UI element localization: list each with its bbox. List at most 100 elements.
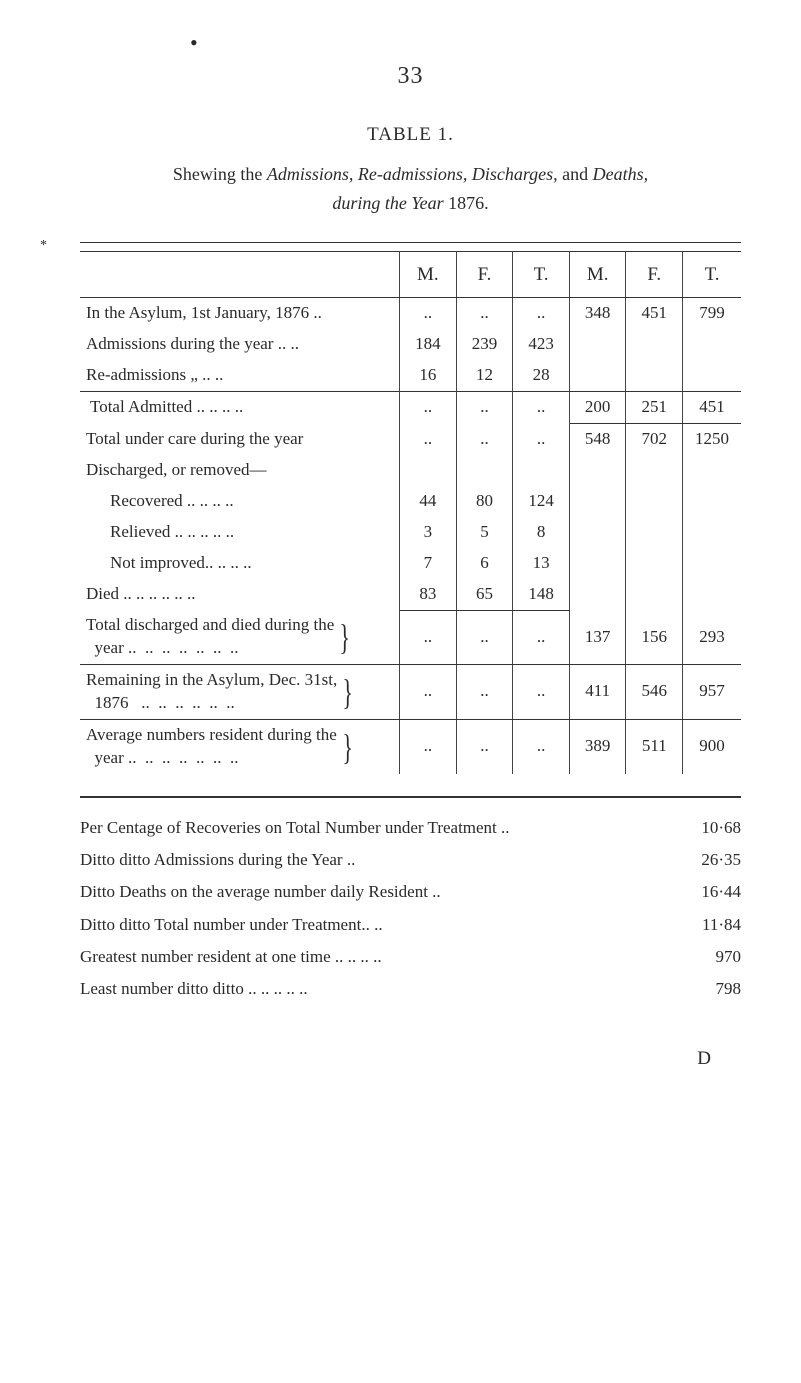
table-row: Average numbers resident during the year… [80, 719, 741, 773]
stray-dot: • [190, 28, 198, 58]
cell: 451 [683, 392, 741, 424]
row-label: Remaining in the Asylum, Dec. 31st, 1876… [80, 665, 400, 720]
title2-ital: Year [411, 193, 443, 213]
label-multiline: Average numbers resident during the year… [86, 724, 337, 770]
col-T2: T. [683, 251, 741, 298]
cell: .. [513, 392, 570, 424]
cell [683, 579, 741, 610]
cell: .. [456, 610, 513, 664]
cell: 13 [513, 548, 570, 579]
list-item: Ditto ditto Total number under Treatment… [80, 909, 741, 941]
row-label: Re-admissions „ .. .. [80, 360, 400, 391]
brace-icon: } [342, 738, 352, 756]
cell [626, 486, 683, 517]
cell: 200 [569, 392, 626, 424]
row-label: Relieved .. .. .. .. .. [80, 517, 400, 548]
pct-label: Greatest number resident at one time .. … [80, 941, 671, 973]
cell: .. [400, 665, 457, 720]
cell: .. [456, 392, 513, 424]
cell: 799 [683, 298, 741, 329]
pct-value: 10·68 [671, 812, 741, 844]
row-label: Total Admitted .. .. .. .. [80, 392, 400, 424]
row-label: Recovered .. .. .. .. [80, 486, 400, 517]
signature-mark: D [80, 1046, 711, 1072]
cell: .. [456, 298, 513, 329]
table-row: Admissions during the year .. .. 184 239… [80, 329, 741, 360]
cell: 546 [626, 665, 683, 720]
cell: 6 [456, 548, 513, 579]
percentages-block: Per Centage of Recoveries on Total Numbe… [80, 812, 741, 1006]
pct-label: Least number ditto ditto .. .. .. .. .. [80, 973, 671, 1005]
cell: 251 [626, 392, 683, 424]
title-prefix: Shewing the [173, 164, 267, 184]
page-number: 33 [80, 60, 741, 92]
cell: 7 [400, 548, 457, 579]
title2-suffix: 1876. [444, 193, 489, 213]
cell: .. [513, 610, 570, 664]
list-item: Ditto ditto Admissions during the Year .… [80, 844, 741, 876]
cell: 80 [456, 486, 513, 517]
cell [456, 455, 513, 486]
cell: 8 [513, 517, 570, 548]
cell: 411 [569, 665, 626, 720]
pct-label: Ditto Deaths on the average number daily… [80, 876, 671, 908]
cell: 1250 [683, 424, 741, 455]
cell: 65 [456, 579, 513, 610]
pct-value: 26·35 [671, 844, 741, 876]
row-label: In the Asylum, 1st January, 1876 .. [80, 298, 400, 329]
cell: 5 [456, 517, 513, 548]
brace-icon: } [343, 683, 353, 701]
label-multiline: Remaining in the Asylum, Dec. 31st, 1876… [86, 669, 337, 715]
row-label: Total under care during the year [80, 424, 400, 455]
list-item: Least number ditto ditto .. .. .. .. .. … [80, 973, 741, 1005]
cell: 148 [513, 579, 570, 610]
title-ital-1: Admissions, Re-admissions, Discharges, [267, 164, 558, 184]
title2-prefix: during the [332, 193, 411, 213]
table-row: Re-admissions „ .. .. 16 12 28 [80, 360, 741, 391]
pct-value: 11·84 [671, 909, 741, 941]
cell: .. [456, 719, 513, 773]
table-row: Not improved.. .. .. .. 7 6 13 [80, 548, 741, 579]
title-mid: and [558, 164, 593, 184]
cell [569, 517, 626, 548]
table-row: In the Asylum, 1st January, 1876 .. .. .… [80, 298, 741, 329]
cell [626, 455, 683, 486]
cell: 137 [569, 610, 626, 664]
cell: 348 [569, 298, 626, 329]
row-label: Not improved.. .. .. .. [80, 548, 400, 579]
cell: 156 [626, 610, 683, 664]
col-M2: M. [569, 251, 626, 298]
cell [569, 486, 626, 517]
cell [683, 329, 741, 360]
cell: 900 [683, 719, 741, 773]
cell [569, 329, 626, 360]
cell: 3 [400, 517, 457, 548]
cell: .. [513, 298, 570, 329]
pct-label: Per Centage of Recoveries on Total Numbe… [80, 812, 671, 844]
pct-value: 798 [671, 973, 741, 1005]
pct-label: Ditto ditto Admissions during the Year .… [80, 844, 671, 876]
cell: 389 [569, 719, 626, 773]
cell [569, 455, 626, 486]
cell: 16 [400, 360, 457, 391]
cell: .. [513, 665, 570, 720]
cell: 239 [456, 329, 513, 360]
cell: 12 [456, 360, 513, 391]
row-label: Average numbers resident during the year… [80, 719, 400, 773]
cell [569, 360, 626, 391]
cell [683, 517, 741, 548]
cell: 548 [569, 424, 626, 455]
cell [683, 455, 741, 486]
cell: .. [400, 392, 457, 424]
cell [626, 517, 683, 548]
cell: 293 [683, 610, 741, 664]
cell [626, 579, 683, 610]
row-label: Admissions during the year .. .. [80, 329, 400, 360]
cell: 702 [626, 424, 683, 455]
cell: .. [513, 424, 570, 455]
cell: .. [456, 665, 513, 720]
cell: 511 [626, 719, 683, 773]
col-F2: F. [626, 251, 683, 298]
table-row: Total under care during the year .. .. .… [80, 424, 741, 455]
cell: .. [400, 719, 457, 773]
